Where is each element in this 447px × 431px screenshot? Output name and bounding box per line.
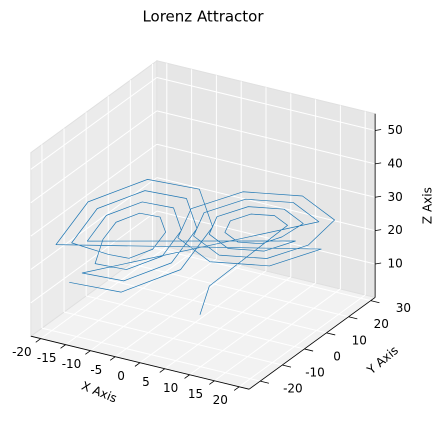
grid-line bbox=[30, 77, 158, 170]
grid-line bbox=[189, 282, 316, 376]
z-tick-label: 10 bbox=[387, 257, 402, 271]
y-axis-label: Y Axis bbox=[364, 343, 401, 378]
z-tick-label: 50 bbox=[387, 123, 402, 137]
x-tick-label: 10 bbox=[163, 381, 178, 395]
tick-mark bbox=[375, 129, 382, 131]
tick-mark bbox=[35, 338, 42, 343]
tick-mark bbox=[60, 344, 66, 349]
x-tick-label: -5 bbox=[90, 363, 102, 377]
y-axis-line bbox=[248, 297, 376, 390]
tick-mark bbox=[184, 374, 190, 379]
x-tick-label: 15 bbox=[188, 387, 203, 401]
grid-line bbox=[156, 77, 376, 131]
z-tick-label: 30 bbox=[387, 190, 402, 204]
y-tick-label: -10 bbox=[305, 365, 325, 379]
x-axis-label: X Axis bbox=[79, 379, 118, 406]
tick-mark bbox=[348, 316, 358, 320]
grid-line bbox=[86, 295, 305, 350]
tick-mark bbox=[370, 300, 380, 304]
grid-line bbox=[108, 279, 327, 334]
tick-mark bbox=[85, 350, 91, 355]
grid-line bbox=[30, 143, 158, 237]
x-tick-label: -10 bbox=[62, 357, 82, 371]
z-tick-label: 40 bbox=[387, 156, 402, 170]
grid-line bbox=[30, 177, 158, 270]
grid-line bbox=[114, 264, 242, 358]
tick-mark bbox=[375, 195, 382, 198]
grid-line bbox=[90, 258, 217, 352]
tick-mark bbox=[134, 362, 141, 367]
grid-line bbox=[156, 110, 376, 165]
grid-line bbox=[139, 270, 267, 364]
grid-line bbox=[30, 210, 158, 304]
tick-mark bbox=[209, 380, 215, 385]
grid-line bbox=[30, 110, 158, 204]
tick-mark bbox=[109, 356, 116, 361]
grid-line bbox=[238, 294, 366, 388]
y-tick-label: 30 bbox=[396, 301, 411, 315]
chart-title: Lorenz Attractor bbox=[142, 8, 264, 26]
grid-line bbox=[41, 327, 261, 382]
y-tick-label: -20 bbox=[283, 382, 303, 396]
tick-mark bbox=[304, 348, 314, 352]
tick-mark bbox=[233, 386, 240, 391]
z-axis-label: Z Axis bbox=[421, 187, 435, 224]
trajectory bbox=[55, 179, 335, 315]
y-tick-label: 0 bbox=[333, 349, 341, 363]
x-tick-label: -20 bbox=[12, 345, 32, 359]
grid-line bbox=[156, 177, 376, 232]
tick-mark bbox=[326, 332, 336, 336]
y-tick-label: 10 bbox=[352, 333, 367, 347]
tick-mark bbox=[375, 229, 382, 232]
grid-line bbox=[164, 276, 292, 370]
z-tick-label: 20 bbox=[387, 223, 402, 237]
x-axis-line bbox=[30, 335, 250, 390]
tick-mark bbox=[159, 368, 166, 373]
x-tick-label: 20 bbox=[213, 393, 228, 407]
tick-mark bbox=[375, 162, 382, 165]
tick-mark bbox=[260, 380, 269, 384]
tick-mark bbox=[375, 262, 382, 265]
grid-line bbox=[214, 288, 341, 382]
x-tick-label: 0 bbox=[117, 369, 125, 383]
y-tick-label: 20 bbox=[374, 317, 389, 331]
grid-line bbox=[65, 252, 192, 346]
tick-mark bbox=[282, 364, 292, 368]
x-tick-label: -15 bbox=[37, 351, 57, 365]
grid-line bbox=[152, 247, 371, 302]
grid-line bbox=[63, 311, 283, 366]
x-tick-label: 5 bbox=[142, 375, 150, 389]
grid-line bbox=[156, 143, 376, 198]
grid-line bbox=[156, 210, 376, 265]
grid-line bbox=[130, 263, 349, 318]
